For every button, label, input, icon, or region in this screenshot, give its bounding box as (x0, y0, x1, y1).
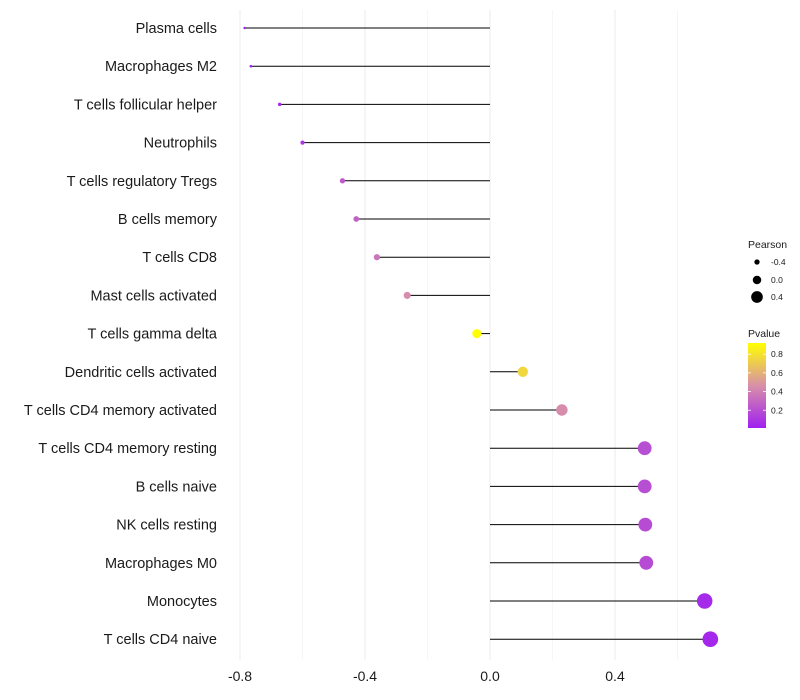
lollipop-point (339, 178, 346, 184)
lollipop-point (277, 102, 282, 107)
lollipop-point (472, 329, 482, 339)
color-legend: Pvalue 0.8 0.6 0.4 0.2 (748, 328, 783, 428)
lollipop-point (556, 404, 568, 416)
lollipop-point (373, 254, 381, 261)
category-labels: Plasma cells Macrophages M2 T cells follic… (24, 21, 218, 648)
category-label: Dendritic cells activated (65, 365, 217, 381)
category-label: Mast cells activated (90, 288, 217, 304)
x-tick-label: 0.0 (480, 668, 500, 684)
category-label: B cells memory (118, 212, 218, 228)
category-label: T cells CD4 memory resting (38, 441, 217, 457)
category-label: T cells CD4 memory activated (24, 403, 217, 419)
category-label: T cells CD4 naive (104, 632, 217, 648)
size-legend-key (754, 259, 760, 265)
category-label: B cells naive (136, 479, 217, 495)
x-tick-label: 0.4 (605, 668, 625, 684)
category-label: NK cells resting (116, 518, 217, 534)
color-legend-label: 0.2 (771, 405, 783, 415)
lollipop-point (637, 441, 652, 456)
lollipop-point (353, 216, 360, 222)
lollipop-point (517, 366, 528, 377)
category-label: T cells regulatory Tregs (67, 174, 217, 190)
color-legend-label: 0.6 (771, 368, 783, 378)
size-legend: Pearson -0.4 0.0 0.4 (748, 239, 787, 303)
color-legend-bar (748, 343, 766, 428)
category-label: Plasma cells (136, 21, 217, 37)
lollipop-point (638, 517, 653, 532)
x-axis-ticks: -0.8 -0.4 0.0 0.4 (228, 668, 625, 684)
category-label: Macrophages M0 (105, 556, 217, 572)
lollipop-point (300, 140, 305, 145)
category-label: T cells CD8 (142, 250, 217, 266)
size-legend-title: Pearson (748, 239, 787, 251)
category-label: T cells follicular helper (74, 97, 217, 113)
lollipop-point (696, 593, 713, 609)
category-label: Macrophages M2 (105, 59, 217, 75)
size-legend-key (751, 291, 763, 303)
color-legend-label: 0.8 (771, 349, 783, 359)
size-legend-key (752, 275, 762, 285)
color-legend-title: Pvalue (748, 328, 780, 340)
lollipop-point (249, 64, 253, 68)
lollipop-point (637, 479, 652, 494)
points-layer (243, 26, 719, 648)
size-legend-label: 0.0 (771, 275, 783, 285)
lollipop-point (403, 291, 411, 299)
lollipop-point (639, 555, 654, 570)
lollipop-point (702, 631, 719, 648)
size-legend-label: 0.4 (771, 292, 783, 302)
grid-layer (239, 10, 678, 660)
x-tick-label: -0.8 (228, 668, 252, 684)
size-legend-label: -0.4 (771, 257, 786, 267)
color-legend-label: 0.4 (771, 387, 783, 397)
x-tick-label: -0.4 (353, 668, 377, 684)
lollipop-point (243, 26, 246, 30)
category-label: Neutrophils (144, 136, 217, 152)
category-label: Monocytes (147, 594, 217, 610)
segments-layer (244, 27, 711, 640)
category-label: T cells gamma delta (88, 327, 218, 343)
